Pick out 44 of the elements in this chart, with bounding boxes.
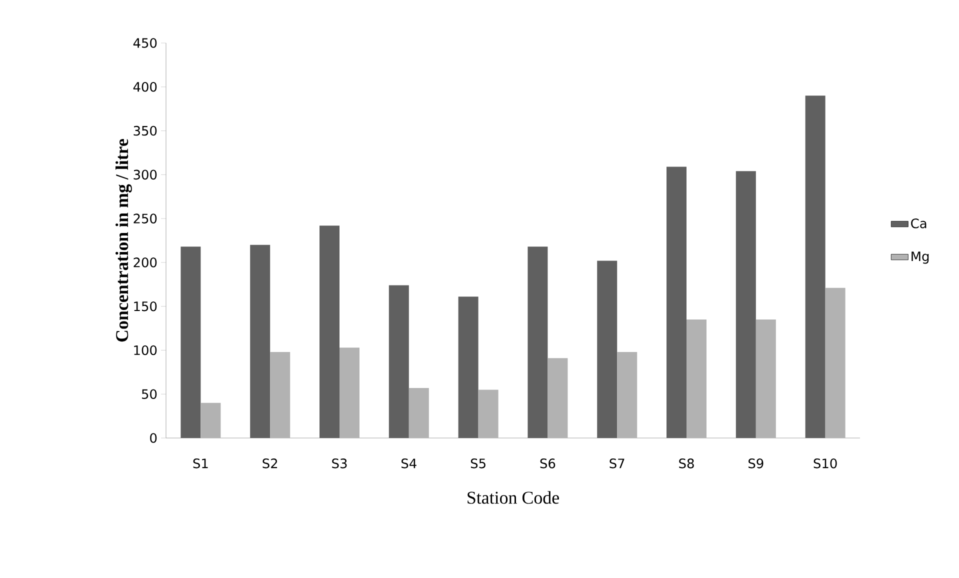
bar [617,352,638,438]
bar [736,171,756,438]
y-tick-label: 450 [133,38,157,48]
bar [320,226,340,438]
bar [340,348,360,438]
y-tick-label: 400 [133,82,157,92]
x-tick-label: S8 [679,458,694,468]
x-tick-label: S9 [748,458,764,468]
y-tick-label: 0 [150,433,157,443]
y-tick-label: 50 [142,389,157,400]
bar [250,244,270,438]
y-tick-label: 150 [134,301,157,312]
bar [666,166,687,438]
y-tick-label: 350 [134,126,157,136]
bar [200,402,221,438]
bar [825,288,846,438]
bar [548,358,568,438]
bar [805,96,826,438]
bar [270,352,290,438]
x-axis-title: Station Code [468,491,559,504]
x-tick-label: S6 [540,458,556,468]
legend-label: Mg [912,252,929,264]
x-tick-label: S4 [402,458,416,468]
bar [458,296,478,438]
x-tick-label: S5 [470,458,486,468]
x-tick-label: S3 [332,458,347,468]
x-tick-label: S10 [814,458,837,468]
bar [528,246,548,438]
bar [597,260,618,438]
y-tick-label: 200 [134,258,157,268]
bar [180,246,201,438]
bar [478,390,498,438]
x-tick-label: S1 [193,458,208,468]
y-tick-label: 100 [134,345,157,356]
bar [756,320,776,438]
x-tick-label: S7 [610,458,624,468]
bar [408,388,429,438]
bar [686,320,707,438]
y-tick-label: 250 [134,214,157,224]
y-axis-title: Concentration in mg / litre [116,139,132,342]
legend-label: Ca [911,218,926,228]
x-tick-label: S2 [262,458,278,468]
y-tick-label: 300 [134,170,157,180]
bar [388,285,409,438]
